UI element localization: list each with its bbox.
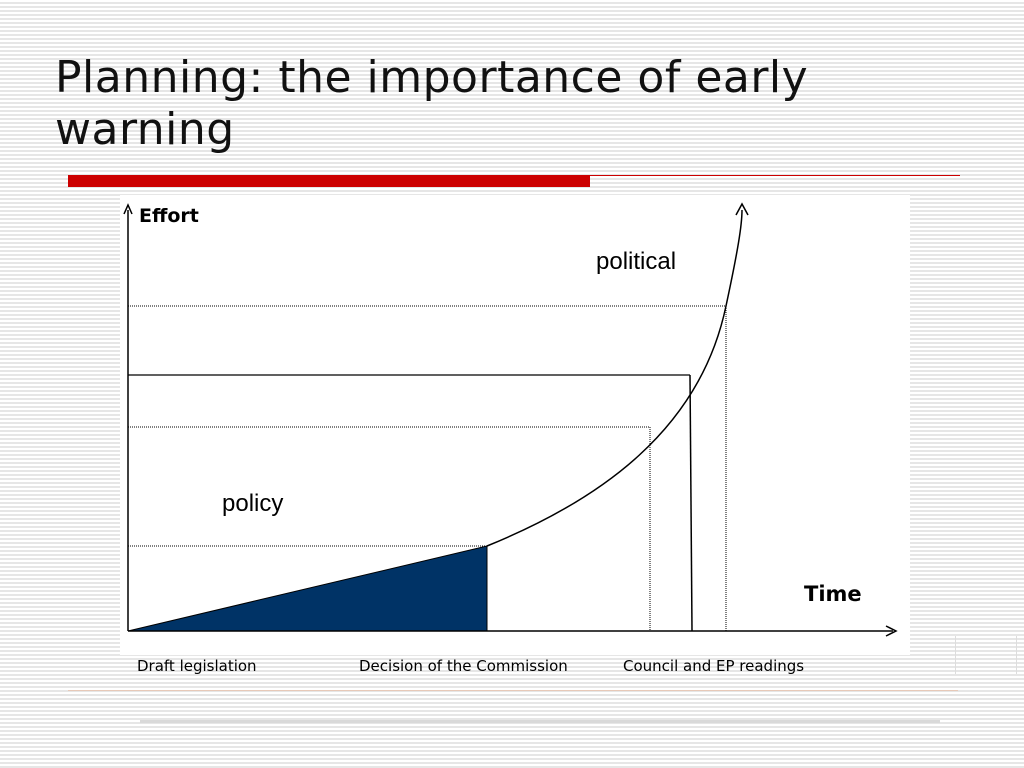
slide-title: Planning: the importance of early warnin… (55, 52, 809, 155)
page-number-box (955, 636, 1017, 674)
x-axis-label: Time (804, 582, 862, 606)
political-label: political (596, 248, 677, 275)
footer-rule (68, 690, 958, 691)
policy-label: policy (222, 490, 284, 517)
y-axis-arrowhead (123, 203, 133, 215)
diagram-background (120, 195, 910, 655)
title-accent-bar (68, 175, 590, 187)
y-axis-label: Effort (139, 205, 199, 227)
x-axis-arrowhead (885, 625, 898, 637)
x-label-draft: Draft legislation (137, 657, 257, 675)
x-label-council: Council and EP readings (623, 657, 805, 675)
policy-area (127, 545, 488, 632)
title-accent-line (590, 175, 960, 176)
footer-shadow-rule (140, 720, 940, 723)
curve-arrowhead (735, 202, 749, 216)
x-label-decision: Decision of the Commission (359, 657, 568, 675)
political-curve (486, 209, 743, 547)
vertical-guide-2 (689, 374, 693, 632)
